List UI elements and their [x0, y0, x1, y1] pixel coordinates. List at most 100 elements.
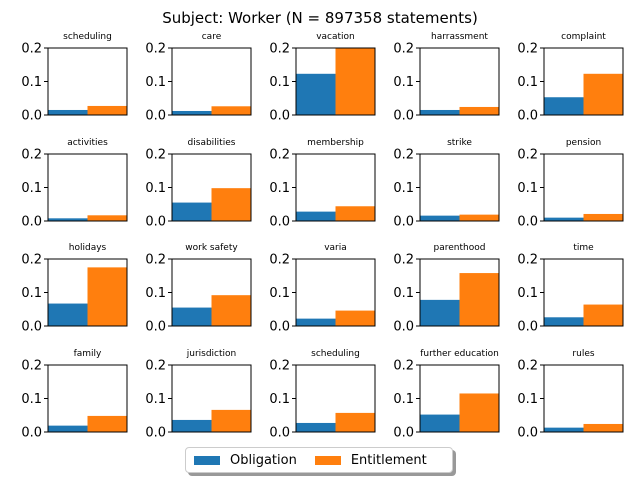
y-tick-label: 0.1 [21, 181, 42, 196]
bar-obligation [172, 202, 212, 221]
y-tick-label: 0.2 [21, 359, 42, 374]
panel-title: further education [420, 349, 499, 359]
panel-frame [47, 153, 128, 222]
y-tick-label: 0.1 [269, 181, 290, 196]
panel-frame [47, 47, 128, 116]
y-tick-label: 0.0 [21, 109, 42, 124]
y-tick-label: 0.1 [517, 75, 538, 90]
panel-frame [419, 47, 500, 116]
panel-11: holidays 0.0 0.1 0.2 [21, 243, 128, 335]
panel-frame [543, 153, 624, 222]
y-tick-label: 0.1 [517, 286, 538, 301]
y-tick-label: 0.1 [269, 75, 290, 90]
y-tick-label: 0.2 [21, 253, 42, 268]
legend-item-entitlement: Entitlement [307, 453, 427, 468]
bar-entitlement [87, 267, 127, 326]
panel-frame [419, 153, 500, 222]
bar-entitlement [583, 73, 623, 115]
y-tick-label: 0.1 [393, 392, 414, 407]
bar-entitlement [583, 213, 623, 221]
y-tick-label: 0.0 [269, 109, 290, 124]
y-tick-label: 0.2 [269, 42, 290, 57]
y-tick-label: 0.0 [269, 426, 290, 441]
chart-title: Subject: Worker (N = 897358 statements) [162, 9, 478, 27]
y-tick-label: 0.1 [269, 392, 290, 407]
panel-title: disabilities [188, 138, 236, 148]
y-tick-label: 0.1 [145, 286, 166, 301]
panel-grid: scheduling0.00.10.2care0.00.10.2vacation… [21, 32, 624, 441]
y-tick-label: 0.1 [517, 181, 538, 196]
y-tick-label: 0.0 [393, 109, 414, 124]
y-tick-label: 0.2 [21, 148, 42, 163]
panel-title: varia [324, 243, 347, 253]
bar-obligation [172, 307, 212, 326]
y-tick-label: 0.1 [21, 286, 42, 301]
panel-title: care [202, 32, 222, 42]
y-tick-label: 0.0 [393, 320, 414, 335]
y-tick-label: 0.2 [269, 359, 290, 374]
y-tick-label: 0.0 [269, 215, 290, 230]
bar-entitlement [459, 393, 499, 432]
panel-7: disabilities 0.0 0.1 0.2 [145, 138, 252, 230]
y-tick-label: 0.1 [21, 75, 42, 90]
panel-title: harrassment [431, 32, 488, 42]
y-tick-label: 0.0 [145, 215, 166, 230]
y-tick-label: 0.2 [393, 148, 414, 163]
panel-5: complaint 0.0 0.1 0.2 [517, 32, 624, 124]
y-tick-label: 0.1 [269, 286, 290, 301]
panel-title: time [573, 243, 594, 253]
y-tick-label: 0.0 [21, 320, 42, 335]
panel-title: complaint [561, 32, 606, 42]
bar-entitlement [335, 412, 375, 432]
bar-obligation [420, 299, 460, 326]
y-tick-label: 0.2 [517, 42, 538, 57]
y-tick-label: 0.0 [145, 426, 166, 441]
y-tick-label: 0.1 [145, 392, 166, 407]
bar-obligation [296, 211, 336, 221]
y-tick-label: 0.2 [269, 253, 290, 268]
bar-obligation [420, 109, 460, 115]
y-tick-label: 0.0 [517, 320, 538, 335]
panel-title: parenthood [434, 243, 486, 253]
y-tick-label: 0.0 [145, 109, 166, 124]
panel-title: jurisdiction [186, 349, 237, 359]
panel-19: further education 0.0 0.1 0.2 [393, 349, 500, 441]
panel-8: membership 0.0 0.1 0.2 [269, 138, 376, 230]
legend-label-entitlement: Entitlement [350, 452, 427, 468]
legend: Obligation Entitlement [185, 447, 453, 473]
panel-3: vacation 0.0 0.1 0.2 [269, 32, 376, 124]
panel-1: scheduling 0.0 0.1 0.2 [21, 32, 128, 124]
bar-entitlement [87, 215, 127, 221]
legend-swatch-obligation [194, 455, 220, 465]
bar-obligation [544, 427, 584, 432]
bar-entitlement [459, 106, 499, 115]
y-tick-label: 0.1 [393, 75, 414, 90]
panel-frame [543, 364, 624, 433]
y-tick-label: 0.1 [517, 392, 538, 407]
panel-title: vacation [316, 32, 355, 42]
panel-title: work safety [185, 243, 238, 253]
y-tick-label: 0.1 [145, 75, 166, 90]
y-tick-label: 0.0 [21, 215, 42, 230]
y-tick-label: 0.2 [21, 42, 42, 57]
legend-swatch-entitlement [314, 455, 341, 465]
y-tick-label: 0.2 [145, 42, 166, 57]
y-tick-label: 0.0 [145, 320, 166, 335]
bar-obligation [296, 318, 336, 326]
bar-entitlement [211, 188, 251, 221]
y-tick-label: 0.2 [145, 253, 166, 268]
y-tick-label: 0.1 [21, 392, 42, 407]
panel-title: rules [572, 349, 594, 359]
y-tick-label: 0.0 [517, 426, 538, 441]
y-tick-label: 0.0 [517, 109, 538, 124]
y-tick-label: 0.0 [517, 215, 538, 230]
y-tick-label: 0.0 [21, 426, 42, 441]
y-tick-label: 0.2 [393, 253, 414, 268]
panel-title: strike [447, 138, 472, 148]
bar-obligation [420, 414, 460, 432]
y-tick-label: 0.2 [145, 359, 166, 374]
bar-obligation [296, 422, 336, 432]
y-tick-label: 0.1 [393, 181, 414, 196]
y-tick-label: 0.2 [145, 148, 166, 163]
legend-label-obligation: Obligation [230, 452, 297, 468]
